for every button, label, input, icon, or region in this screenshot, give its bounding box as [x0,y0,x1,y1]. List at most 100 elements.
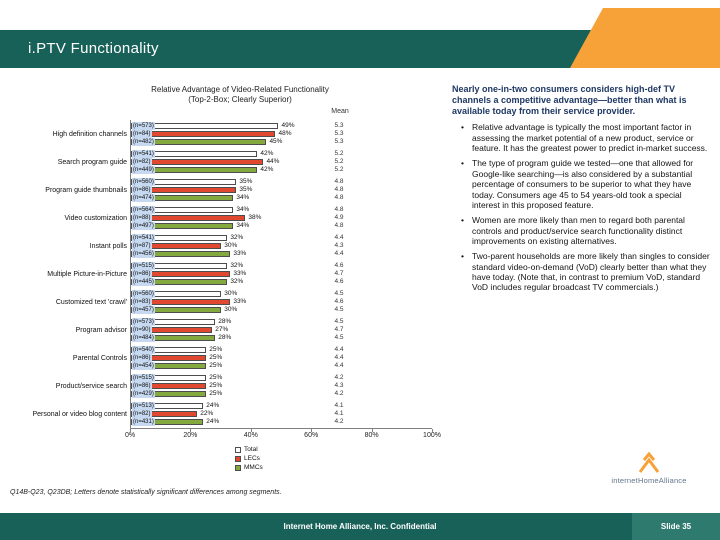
value-label: 25% [209,390,223,397]
mean-column-header: Mean [331,108,349,115]
bar-row: (n=497) 34% 4.8 [131,222,432,230]
bullet-item: Relative advantage is typically the most… [458,122,710,153]
bullet-list: Relative advantage is typically the most… [452,122,710,292]
mean-value: 4.7 [334,326,344,333]
value-label: 28% [218,334,232,341]
value-label: 25% [209,362,223,369]
bar-row: (n=540) 25% 4.4 [131,346,432,354]
footer-bar: Internet Home Alliance, Inc. Confidentia… [0,513,720,540]
value-label: 30% [224,242,238,249]
mean-value: 4.6 [334,278,344,285]
value-label: 34% [236,194,250,201]
n-label: (n=497) [132,222,155,230]
n-label: (n=431) [132,418,155,426]
value-label: 34% [236,206,250,213]
bar-row: (n=454) 25% 4.4 [131,362,432,370]
n-label: (n=573) [132,122,155,130]
value-label: 25% [209,374,223,381]
n-label: (n=484) [132,334,155,342]
n-label: (n=456) [132,250,155,258]
n-label: (n=541) [132,234,155,242]
value-label: 25% [209,354,223,361]
mean-value: 4.3 [334,242,344,249]
bar-row: (n=83) 33% 4.6 [131,298,432,306]
bar-lecs [131,131,276,137]
mean-value: 4.4 [334,250,344,257]
bullet-item: The type of program guide we tested—one … [458,158,710,210]
commentary-heading: Nearly one-in-two consumers considers hi… [452,84,687,116]
legend-label: LECs [244,455,260,462]
bar-row: (n=86) 33% 4.7 [131,270,432,278]
mean-value: 5.2 [334,158,344,165]
n-label: (n=564) [132,206,155,214]
bar-total [131,263,228,269]
category-label: Instant polls [89,242,127,250]
value-label: 32% [230,262,244,269]
bar-row: (n=456) 33% 4.4 [131,250,432,258]
legend-item: Total [235,446,263,453]
n-label: (n=513) [132,402,155,410]
mean-value: 4.1 [334,410,344,417]
mean-value: 4.4 [334,354,344,361]
x-tick: 100% [423,429,441,439]
bar-total [131,151,258,157]
mean-value: 4.2 [334,418,344,425]
bar-row: (n=82) 22% 4.1 [131,410,432,418]
bar-mmcs [131,335,216,341]
value-label: 30% [224,290,238,297]
category-label: High definition channels [52,130,127,138]
bar-lecs [131,159,264,165]
category-label: Multiple Picture-in-Picture [47,270,127,278]
bar-row: (n=86) 25% 4.4 [131,354,432,362]
value-label: 28% [218,318,232,325]
mean-value: 4.9 [334,214,344,221]
value-label: 33% [233,250,247,257]
bar-total [131,319,216,325]
n-label: (n=474) [132,194,155,202]
mean-value: 5.3 [334,122,344,129]
legend-item: LECs [235,455,263,462]
legend-swatch-total [235,446,241,453]
bar-total [131,179,237,185]
x-tick: 80% [364,429,379,439]
legend-swatch-mmcs [235,464,241,471]
chart-title: Relative Advantage of Video-Related Func… [151,85,329,94]
n-label: (n=560) [132,290,155,298]
value-label: 35% [239,178,253,185]
bar-lecs [131,243,222,249]
mean-value: 4.7 [334,270,344,277]
mean-value: 5.3 [334,130,344,137]
value-label: 34% [236,222,250,229]
value-label: 44% [266,158,280,165]
bar-total [131,207,234,213]
mean-value: 4.4 [334,362,344,369]
value-label: 45% [269,138,283,145]
n-label: (n=541) [132,150,155,158]
value-label: 27% [215,326,229,333]
value-label: 33% [233,270,247,277]
n-label: (n=540) [132,346,155,354]
n-label: (n=88) [132,214,152,222]
bar-row: (n=564) 34% 4.8 [131,206,432,214]
bar-row: (n=515) 25% 4.2 [131,374,432,382]
n-label: (n=515) [132,262,155,270]
bar-row: (n=445) 32% 4.6 [131,278,432,286]
category-group: Multiple Picture-in-Picture (n=515) 32% 4.6… [47,260,432,288]
category-group: High definition channels (n=573) 49% 5.3 (n=… [53,120,432,148]
category-label: Parental Controls [72,354,127,362]
bar-row: (n=90) 27% 4.7 [131,326,432,334]
legend-item: MMCs [235,464,263,471]
bar-row: (n=573) 49% 5.3 [131,122,432,130]
logo-mark-icon [638,452,660,473]
value-label: 25% [209,346,223,353]
n-label: (n=454) [132,362,155,370]
n-label: (n=457) [132,306,155,314]
confidential-text: Internet Home Alliance, Inc. Confidentia… [283,522,437,531]
category-group: Personal or video blog content (n=513) 24%… [32,400,432,428]
mean-value: 4.8 [334,194,344,201]
slide-title: i.PTV Functionality [28,40,159,57]
legend: Total LECs MMCs [235,446,263,471]
value-label: 25% [209,382,223,389]
bar-row: (n=484) 28% 4.5 [131,334,432,342]
bar-mmcs [131,223,234,229]
